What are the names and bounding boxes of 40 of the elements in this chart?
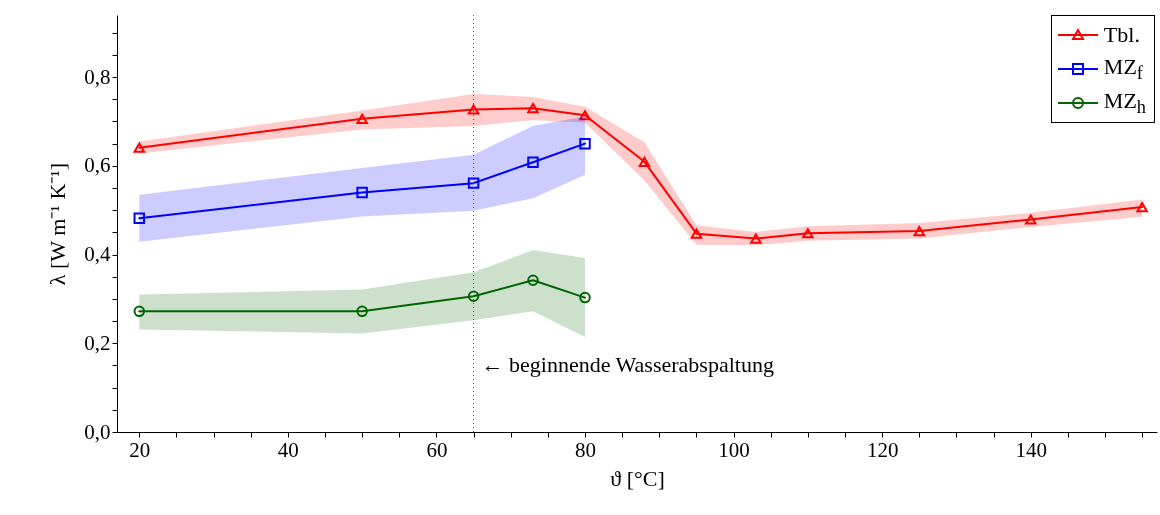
point [1136,201,1148,213]
x-tick-label: 40 [277,437,299,462]
y-tick-label: 0,2 [84,330,111,355]
legend-label: MZ$_{f}$ [1103,53,1143,85]
point [467,104,480,115]
point [579,291,591,304]
point [133,305,146,318]
x-tick-label: 120 [866,437,899,462]
point [579,110,591,121]
point [467,177,480,189]
point [133,212,146,224]
y-axis-title: λ [W m⁻¹ K⁻¹] [45,162,71,286]
x-tick-label: 60 [426,437,448,462]
point [467,290,480,302]
point [638,156,651,167]
point [356,113,368,124]
point [356,186,368,199]
x-axis-title: ϑ [°C] [610,465,665,491]
y-tick-label: 0,0 [84,419,111,444]
ref-line-label: ← beginnende Wasserabspaltung [481,352,774,378]
x-tick-label: 80 [575,437,596,462]
point [527,156,539,169]
x-tick-label: 100 [718,437,750,462]
y-tick-label: 0,8 [84,64,111,89]
point [133,142,146,153]
point [527,274,539,287]
legend-label: Tbl. [1103,22,1140,48]
x-tick-label: 20 [129,437,151,462]
point [802,228,814,239]
point [527,103,539,114]
point [690,228,703,239]
point [579,137,591,150]
point [913,225,926,237]
legend-label: MZ$_{h}$ [1103,87,1146,119]
y-tick-label: 0,6 [84,153,111,178]
x-tick-label: 140 [1015,437,1047,462]
point [1024,214,1037,225]
y-tick-label: 0,4 [84,242,111,267]
point [356,305,368,318]
point [750,233,762,244]
